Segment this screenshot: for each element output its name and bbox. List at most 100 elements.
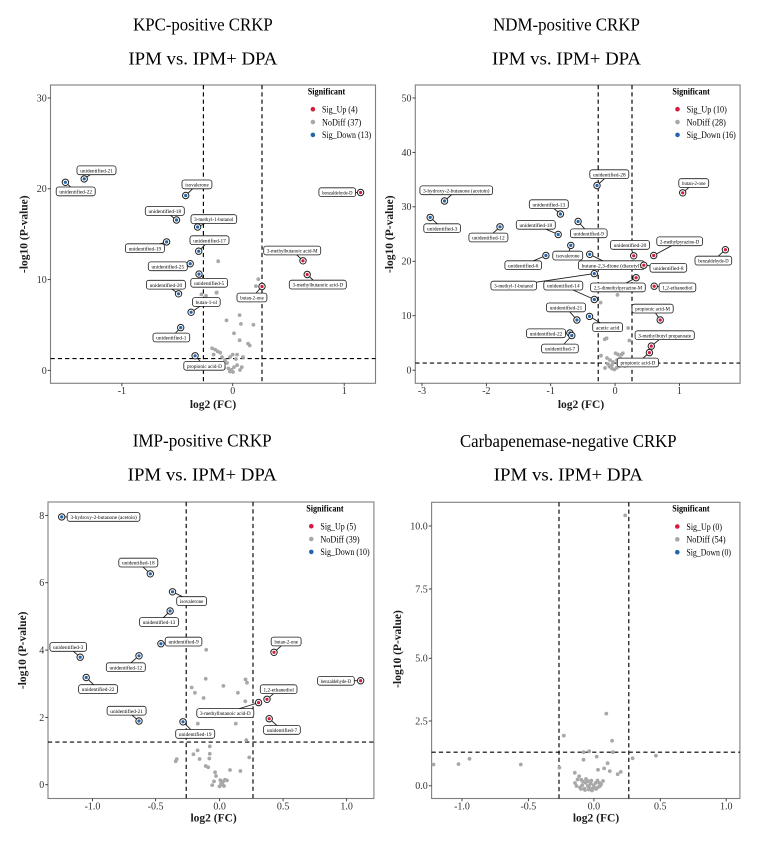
- svg-text:unidentified-21: unidentified-21: [80, 167, 113, 174]
- svg-text:unidentified-5: unidentified-5: [194, 280, 224, 287]
- svg-text:unidentified-13: unidentified-13: [143, 619, 176, 626]
- svg-text:20: 20: [37, 184, 47, 195]
- svg-text:2: 2: [39, 713, 44, 724]
- svg-text:20: 20: [402, 257, 412, 268]
- svg-text:benzaldehyde-D: benzaldehyde-D: [321, 679, 351, 685]
- svg-text:NoDiff (54): NoDiff (54): [686, 535, 725, 546]
- svg-text:unidentified-22: unidentified-22: [82, 686, 115, 693]
- svg-text:Carbapenemase-negative CRKP: Carbapenemase-negative CRKP: [460, 431, 677, 451]
- svg-text:unidentified-21: unidentified-21: [110, 708, 143, 715]
- svg-text:3-methyl-1-butanol: 3-methyl-1-butanol: [494, 284, 534, 290]
- svg-text:5.0: 5.0: [415, 654, 428, 665]
- svg-text:2.5: 2.5: [415, 716, 428, 727]
- svg-text:1: 1: [342, 386, 347, 397]
- svg-text:7.5: 7.5: [415, 584, 428, 595]
- svg-text:10.0: 10.0: [410, 521, 428, 532]
- svg-text:NoDiff (37): NoDiff (37): [322, 117, 361, 128]
- svg-text:0.0: 0.0: [213, 801, 226, 812]
- svg-text:3-methylbutanoic acid-D: 3-methylbutanoic acid-D: [200, 711, 251, 717]
- svg-text:-1.0: -1.0: [85, 801, 101, 812]
- svg-text:3-methylbutanoic acid-M: 3-methylbutanoic acid-M: [267, 249, 318, 255]
- svg-text:propionic acid-D: propionic acid-D: [621, 361, 656, 367]
- svg-text:Significant: Significant: [672, 505, 710, 515]
- svg-text:40: 40: [402, 148, 412, 159]
- svg-text:unidentified-3: unidentified-3: [53, 644, 83, 651]
- svg-text:KPC-positive CRKP: KPC-positive CRKP: [133, 15, 273, 35]
- svg-text:0.5: 0.5: [654, 801, 667, 812]
- svg-text:log2 (FC): log2 (FC): [558, 399, 604, 411]
- svg-text:Sig_Down (10): Sig_Down (10): [320, 547, 369, 558]
- svg-text:NoDiff (39): NoDiff (39): [320, 534, 359, 545]
- svg-text:butan-2-one: butan-2-one: [240, 296, 264, 302]
- svg-text:6: 6: [39, 578, 44, 589]
- svg-text:isovalerone: isovalerone: [180, 599, 204, 605]
- svg-text:-2: -2: [482, 386, 490, 397]
- svg-text:unidentified-20: unidentified-20: [614, 242, 647, 249]
- svg-text:10: 10: [402, 311, 412, 322]
- svg-text:Sig_Up (10): Sig_Up (10): [687, 105, 727, 116]
- svg-text:NDM-positive CRKP: NDM-positive CRKP: [493, 15, 640, 35]
- svg-text:0.5: 0.5: [277, 801, 290, 812]
- svg-text:10: 10: [37, 275, 47, 286]
- svg-text:-log10 (P-value): -log10 (P-value): [17, 611, 29, 689]
- svg-text:-0.5: -0.5: [148, 801, 164, 812]
- svg-text:unidentified-22: unidentified-22: [530, 330, 563, 337]
- svg-text:3-methylbutyl propanoate: 3-methylbutyl propanoate: [638, 333, 691, 339]
- svg-text:8: 8: [39, 511, 44, 522]
- svg-text:unidentified-1: unidentified-1: [156, 335, 186, 342]
- svg-text:1,2-ethanediol: 1,2-ethanediol: [264, 687, 295, 693]
- svg-text:butane-2,3-dione (diacetyl): butane-2,3-dione (diacetyl): [582, 262, 642, 269]
- svg-text:Sig_Down (13): Sig_Down (13): [322, 130, 371, 141]
- svg-text:Sig_Down (0): Sig_Down (0): [686, 548, 731, 559]
- svg-text:0: 0: [407, 366, 412, 377]
- svg-text:unidentified-19: unidentified-19: [179, 731, 212, 738]
- svg-text:unidentified-21: unidentified-21: [550, 305, 583, 312]
- svg-text:isovalerone: isovalerone: [185, 183, 209, 189]
- svg-text:1.0: 1.0: [340, 801, 353, 812]
- svg-text:Significant: Significant: [306, 504, 344, 514]
- svg-text:Sig_Down (16): Sig_Down (16): [687, 130, 736, 141]
- svg-text:-log10 (P-value): -log10 (P-value): [392, 610, 404, 688]
- svg-text:butan-1-ol: butan-1-ol: [196, 300, 218, 306]
- svg-text:Significant: Significant: [308, 87, 346, 97]
- svg-text:3-hydroxy-2-butanone (acetoin): 3-hydroxy-2-butanone (acetoin): [423, 187, 489, 194]
- svg-text:unidentified-18: unidentified-18: [520, 222, 553, 229]
- svg-text:acetic acid: acetic acid: [596, 325, 620, 331]
- svg-text:IMP-positive CRKP: IMP-positive CRKP: [133, 431, 272, 451]
- svg-text:unidentified-7: unidentified-7: [545, 346, 575, 353]
- svg-text:0: 0: [39, 780, 44, 791]
- svg-text:unidentified-8: unidentified-8: [653, 265, 683, 272]
- svg-text:-3: -3: [418, 386, 426, 397]
- svg-text:50: 50: [402, 93, 412, 104]
- svg-text:butan-2-one: butan-2-one: [682, 181, 706, 187]
- svg-text:unidentified-3: unidentified-3: [427, 225, 457, 232]
- svg-text:2-methylpyrazine-D: 2-methylpyrazine-D: [660, 239, 699, 245]
- svg-text:unidentified-9: unidentified-9: [574, 230, 604, 237]
- svg-text:-log10 (P-value): -log10 (P-value): [384, 195, 396, 273]
- svg-text:unidentified-28: unidentified-28: [593, 171, 626, 178]
- svg-text:unidentified-25: unidentified-25: [152, 263, 185, 270]
- svg-text:4: 4: [39, 646, 44, 657]
- svg-text:unidentified-9: unidentified-9: [168, 639, 198, 646]
- svg-text:unidentified-13: unidentified-13: [533, 201, 566, 208]
- svg-text:unidentified-17: unidentified-17: [193, 237, 226, 244]
- svg-text:1.0: 1.0: [720, 801, 733, 812]
- svg-text:3-methyl-1-butanol: 3-methyl-1-butanol: [194, 217, 234, 223]
- svg-text:3-hydroxy-2-butanone (acetoin): 3-hydroxy-2-butanone (acetoin): [70, 514, 136, 521]
- svg-text:Significant: Significant: [672, 87, 710, 97]
- svg-text:log2 (FC): log2 (FC): [190, 399, 236, 411]
- svg-text:unidentified-12: unidentified-12: [110, 664, 143, 671]
- svg-text:0: 0: [613, 386, 618, 397]
- svg-text:0: 0: [230, 386, 235, 397]
- svg-text:log2 (FC): log2 (FC): [190, 813, 236, 825]
- svg-text:unidentified-18: unidentified-18: [149, 208, 182, 215]
- svg-text:IPM vs. IPM+ DPA: IPM vs. IPM+ DPA: [492, 49, 641, 69]
- svg-text:IPM vs. IPM+ DPA: IPM vs. IPM+ DPA: [128, 465, 277, 485]
- svg-text:1: 1: [677, 386, 682, 397]
- svg-text:Sig_Up (0): Sig_Up (0): [686, 522, 722, 533]
- svg-text:unidentified-7: unidentified-7: [267, 727, 297, 734]
- svg-text:Sig_Up (5): Sig_Up (5): [320, 522, 356, 533]
- svg-text:benzaldehyde-D: benzaldehyde-D: [322, 190, 352, 196]
- svg-text:unidentified-20: unidentified-20: [150, 282, 183, 289]
- svg-text:NoDiff (28): NoDiff (28): [687, 117, 726, 128]
